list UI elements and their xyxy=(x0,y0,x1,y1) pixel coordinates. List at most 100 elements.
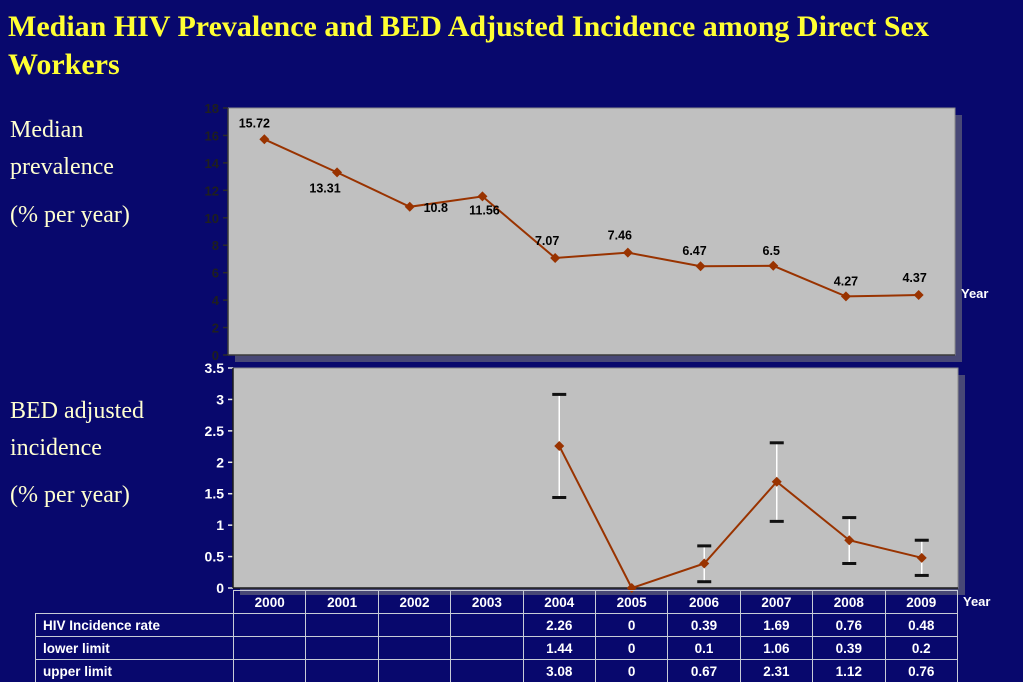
data-point-label: 10.8 xyxy=(424,201,448,215)
incidence-axis-unit: (% per year) xyxy=(10,482,130,508)
value-cell xyxy=(232,636,307,660)
data-point-marker xyxy=(916,552,927,563)
row-label-cell: lower limit xyxy=(35,636,234,660)
y-axis-tick-label: 1 xyxy=(216,517,224,533)
value-cell: 0 xyxy=(594,613,669,637)
value-cell: 0.67 xyxy=(667,659,741,682)
value-cell: 0.76 xyxy=(812,613,886,637)
incidence-data-table: 2000 2001 2002 2003 2004 2005 2006 2007 2008 2009… xyxy=(35,590,959,682)
data-point-label: 7.07 xyxy=(535,234,559,248)
value-cell xyxy=(232,659,307,682)
y-axis-tick-label: 0 xyxy=(216,580,224,596)
prevalence-line-chart: 0 2 4 6 8 10 12 14 16 18 15.72 13.31 10.8 11.56 7.07 7.… xyxy=(205,101,962,363)
bottom-chart-year-axis-label: Year xyxy=(963,594,991,609)
value-cell xyxy=(377,613,452,637)
data-point-label: 15.72 xyxy=(239,116,270,130)
data-point-marker xyxy=(550,252,561,263)
y-axis-tick-label: 0 xyxy=(212,348,219,363)
value-cell xyxy=(450,636,524,660)
value-cell: 0.39 xyxy=(812,636,886,660)
table-row: lower limit 1.44 0 0.1 1.06 0.39 0.2 xyxy=(35,636,959,660)
table-corner-cell xyxy=(36,591,234,614)
y-axis-tick-label: 10 xyxy=(205,211,219,226)
year-column-header: 2007 xyxy=(739,590,814,614)
top-chart-year-axis-label: Year xyxy=(961,286,989,301)
data-point-marker xyxy=(840,291,851,302)
value-cell xyxy=(305,613,379,637)
prevalence-axis-title: Median prevalence xyxy=(10,117,114,181)
data-point-marker xyxy=(844,535,855,546)
value-cell: 1.06 xyxy=(739,636,814,660)
data-point-label: 4.27 xyxy=(834,274,858,288)
value-cell: 3.08 xyxy=(522,659,596,682)
value-cell xyxy=(450,613,524,637)
value-cell: 0 xyxy=(594,659,669,682)
data-point-marker xyxy=(913,290,924,301)
year-column-header: 2000 xyxy=(232,590,307,614)
y-axis-tick-label: 18 xyxy=(205,101,219,116)
data-line xyxy=(558,445,922,590)
value-cell xyxy=(377,636,452,660)
year-column-header: 2003 xyxy=(450,590,524,614)
y-axis-tick-label: 12 xyxy=(205,183,219,198)
value-cell: 1.12 xyxy=(812,659,886,682)
y-axis-tick-label: 3.5 xyxy=(205,360,225,376)
data-point-marker xyxy=(477,191,488,202)
data-point-label: 11.56 xyxy=(469,203,500,217)
value-cell: 2.26 xyxy=(522,613,596,637)
value-cell: 1.44 xyxy=(522,636,596,660)
year-column-header: 2001 xyxy=(305,590,379,614)
data-line xyxy=(263,138,919,298)
row-label-cell: HIV Incidence rate xyxy=(35,613,234,637)
value-cell: 0.76 xyxy=(884,659,959,682)
y-axis-tick-label: 8 xyxy=(212,238,219,253)
value-cell: 0.2 xyxy=(884,636,959,660)
value-cell xyxy=(377,659,452,682)
prevalence-axis-unit: (% per year) xyxy=(10,202,130,228)
plot-area xyxy=(232,367,959,589)
data-point-label: 4.37 xyxy=(902,271,926,285)
value-cell xyxy=(305,636,379,660)
data-point-marker xyxy=(404,201,415,212)
row-label-cell: upper limit xyxy=(35,659,234,682)
value-cell xyxy=(450,659,524,682)
y-axis-tick-label: 3 xyxy=(216,391,224,407)
data-point-marker xyxy=(699,558,710,569)
incidence-axis-title: BED adjusted incidence xyxy=(10,398,144,462)
value-cell: 0.39 xyxy=(667,613,741,637)
y-axis-tick-label: 0.5 xyxy=(205,549,225,565)
value-cell xyxy=(305,659,379,682)
table-header-row: 2000 2001 2002 2003 2004 2005 2006 2007 2008 2009 xyxy=(36,590,959,614)
table-row: HIV Incidence rate 2.26 0 0.39 1.69 0.76 0.48 xyxy=(35,613,959,637)
value-cell xyxy=(232,613,307,637)
data-point-marker xyxy=(695,261,706,272)
year-column-header: 2008 xyxy=(812,590,886,614)
slide-title: Median HIV Prevalence and BED Adjusted I… xyxy=(8,10,929,81)
value-cell: 1.69 xyxy=(739,613,814,637)
y-axis-tick-label: 2.5 xyxy=(205,423,225,439)
year-column-header: 2002 xyxy=(377,590,452,614)
data-point-label: 7.46 xyxy=(608,229,632,243)
data-point-marker xyxy=(771,476,782,487)
data-point-marker xyxy=(259,134,270,145)
plot-area xyxy=(227,107,956,356)
data-point-marker xyxy=(768,260,779,271)
y-axis-tick-label: 16 xyxy=(205,128,219,143)
data-point-marker xyxy=(332,167,343,178)
data-point-label: 13.31 xyxy=(309,181,340,195)
year-column-header: 2009 xyxy=(884,590,959,614)
data-point-label: 6.47 xyxy=(682,244,706,258)
table-row: upper limit 3.08 0 0.67 2.31 1.12 0.76 xyxy=(35,659,959,682)
value-cell: 2.31 xyxy=(739,659,814,682)
data-point-label: 6.5 xyxy=(763,244,780,258)
incidence-line-chart: 0 0.5 1 1.5 2 2.5 3 3.5 xyxy=(205,360,965,596)
y-axis-tick-label: 1.5 xyxy=(205,486,225,502)
y-axis-tick-label: 14 xyxy=(205,156,220,171)
y-axis-tick-label: 2 xyxy=(216,454,224,470)
y-axis-tick-label: 4 xyxy=(212,293,220,308)
year-column-header: 2005 xyxy=(594,590,669,614)
year-column-header: 2006 xyxy=(667,590,741,614)
y-axis-tick-label: 2 xyxy=(212,321,219,336)
value-cell: 0.1 xyxy=(667,636,741,660)
